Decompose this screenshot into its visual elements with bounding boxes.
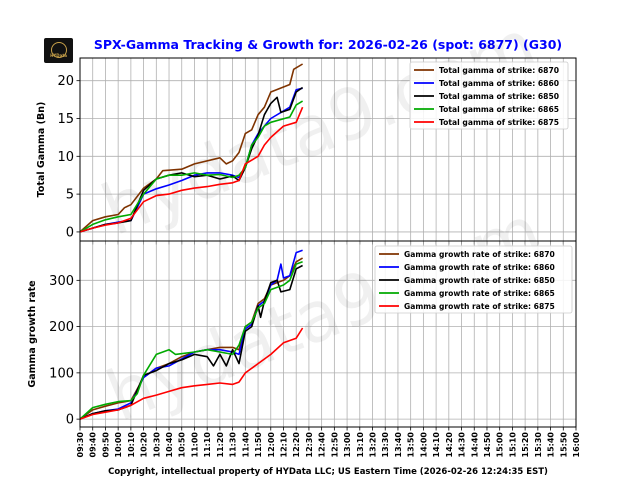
x-tick-label: 10:30: [152, 432, 161, 458]
x-tick-label: 14:00: [419, 432, 428, 458]
legend-label: Total gamma of strike: 6860: [439, 79, 559, 88]
logo: HYData: [44, 38, 73, 63]
x-tick-label: 13:30: [381, 432, 390, 458]
x-tick-label: 15:40: [547, 432, 556, 458]
series-line-6875: [79, 106, 304, 233]
x-tick-label: 09:30: [76, 432, 85, 458]
x-tick-label: 15:20: [521, 432, 530, 458]
x-tick-label: 15:50: [559, 432, 568, 458]
x-tick-label: 10:20: [140, 432, 149, 458]
x-tick-label: 10:10: [127, 432, 136, 458]
x-tick-label: 12:20: [292, 432, 301, 458]
legend-label: Gamma growth rate of strike: 6860: [404, 263, 555, 272]
x-tick-label: 14:50: [483, 432, 492, 458]
x-tick-label: 10:40: [165, 432, 174, 458]
chart-title: SPX-Gamma Tracking & Growth for: 2026-02…: [93, 37, 563, 52]
x-tick-label: 13:00: [343, 432, 352, 458]
legend: Total gamma of strike: 6870 Total gamma o…: [409, 61, 569, 130]
x-tick-label: 13:50: [407, 432, 416, 458]
x-tick-label: 12:50: [330, 432, 339, 458]
x-tick-label: 12:30: [305, 432, 314, 458]
x-tick-label: 11:10: [203, 432, 212, 458]
legend-box: [374, 245, 573, 314]
x-tick-label: 11:40: [241, 432, 250, 458]
series-line-6850: [79, 86, 304, 233]
x-tick-label: 09:40: [89, 432, 98, 458]
legend: Gamma growth rate of strike: 6870 Gamma g…: [374, 245, 573, 314]
y-tick-label: 300: [49, 274, 74, 289]
y-tick-label: 0: [66, 225, 74, 240]
series-line-6870: [79, 63, 304, 233]
x-tick-label: 16:00: [572, 432, 581, 458]
legend-label: Gamma growth rate of strike: 6875: [404, 302, 555, 311]
x-tick-label: 13:40: [394, 432, 403, 458]
x-tick-label: 11:20: [216, 432, 225, 458]
x-tick-label: 13:10: [356, 432, 365, 458]
y-tick-label: 200: [49, 320, 74, 335]
y-tick-label: 5: [66, 188, 74, 203]
series-line-6865: [79, 100, 304, 233]
series-line-6875: [79, 327, 304, 420]
y-tick-label: 100: [49, 366, 74, 381]
x-tick-label: 14:30: [458, 432, 467, 458]
y-tick-label: 0: [66, 413, 74, 428]
footer-copyright: Copyright, intellectual property of HYDa…: [108, 467, 548, 477]
y-tick-label: 15: [57, 112, 74, 127]
x-tick-label: 10:00: [114, 432, 123, 458]
y-axis-label: Gamma growth rate: [27, 280, 38, 387]
legend-label: Total gamma of strike: 6875: [439, 118, 559, 127]
x-tick-label: 12:40: [318, 432, 327, 458]
x-tick-label: 15:00: [496, 432, 505, 458]
axes-frame: [79, 240, 577, 428]
legend-label: Total gamma of strike: 6865: [439, 105, 559, 114]
x-tick-label: 11:50: [254, 432, 263, 458]
legend-label: Gamma growth rate of strike: 6870: [404, 250, 555, 259]
x-tick-label: 12:00: [267, 432, 276, 458]
x-tick-label: 10:50: [178, 432, 187, 458]
x-tick-label: 14:20: [445, 432, 454, 458]
y-tick-label: 10: [57, 150, 74, 165]
legend-label: Total gamma of strike: 6850: [439, 92, 559, 101]
y-axis-label: Total Gamma (Bn): [36, 102, 47, 198]
x-tick-label: 15:10: [508, 432, 517, 458]
x-tick-label: 14:10: [432, 432, 441, 458]
x-tick-label: 09:50: [101, 432, 110, 458]
legend-box: [409, 61, 569, 130]
x-tick-label: 11:30: [229, 432, 238, 458]
x-tick-label: 13:20: [369, 432, 378, 458]
x-tick-label: 12:10: [279, 432, 288, 458]
series-line-6860: [79, 249, 303, 420]
x-tick-label: 14:40: [470, 432, 479, 458]
x-tick-label: 11:00: [190, 432, 199, 458]
legend-label: Total gamma of strike: 6870: [439, 66, 559, 75]
y-tick-label: 20: [57, 74, 74, 89]
legend-label: Gamma growth rate of strike: 6850: [404, 276, 555, 285]
x-tick-label: 15:30: [534, 432, 543, 458]
series-line-6865: [79, 261, 303, 420]
legend-label: Gamma growth rate of strike: 6865: [404, 289, 555, 298]
